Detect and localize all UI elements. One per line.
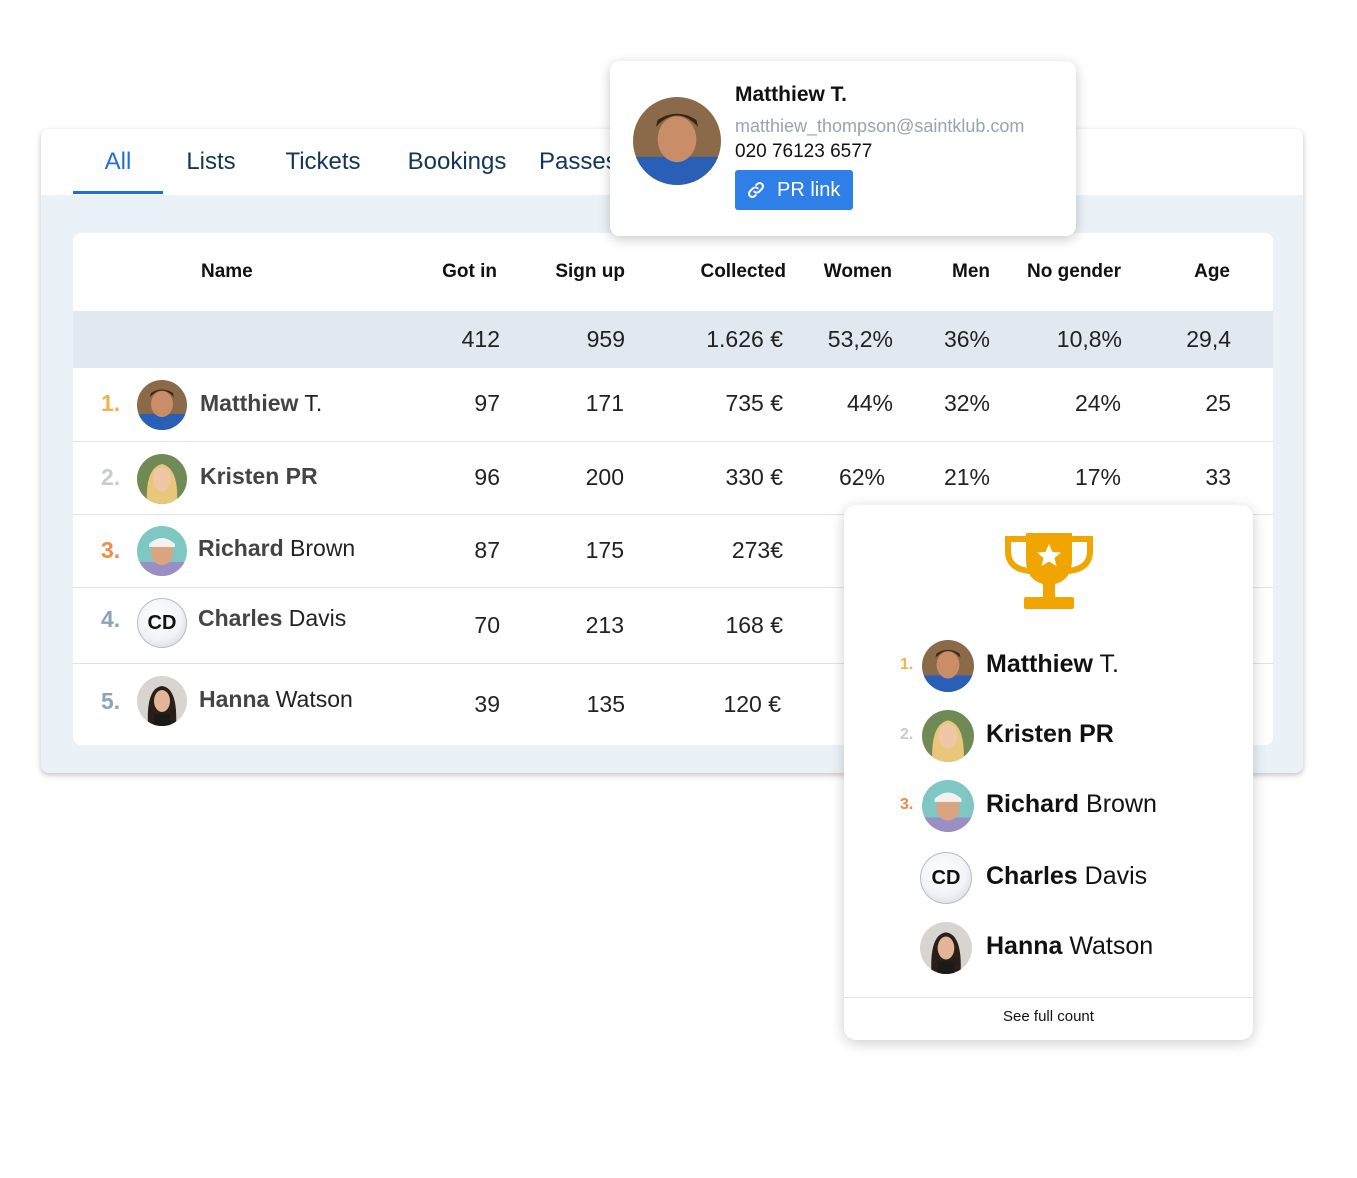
cell-age: 25	[1205, 390, 1231, 416]
tab-tickets[interactable]: Tickets	[285, 148, 361, 175]
cell-age: 33	[1205, 464, 1231, 490]
total-men: 36%	[943, 326, 990, 352]
cell-sign-up: 171	[585, 390, 624, 416]
cell-collected: 168 €	[725, 612, 783, 638]
tab-passes[interactable]: Passes	[539, 148, 618, 175]
profile-phone[interactable]: 020 76123 6577	[735, 141, 873, 162]
active-tab-indicator	[73, 191, 163, 194]
cell-women: 62%	[838, 464, 885, 490]
totals-row: 412 959 1.626 € 53,2% 36% 10,8% 29,4	[73, 311, 1273, 368]
cell-sign-up: 175	[585, 537, 624, 563]
person-name[interactable]: Kristen PR	[200, 463, 318, 489]
avatar	[922, 780, 974, 832]
see-full-count-link[interactable]: See full count	[1003, 1008, 1094, 1025]
cell-no-gender: 24%	[1074, 390, 1121, 416]
stats-panel: All Lists Tickets Bookings Passes Name G…	[41, 129, 1303, 773]
cell-got-in: 97	[474, 390, 500, 416]
total-women: 53,2%	[827, 326, 893, 352]
rank: 2.	[900, 726, 914, 743]
total-collected: 1.626 €	[706, 326, 783, 352]
cell-sign-up: 135	[586, 691, 625, 717]
person-name[interactable]: Hanna Watson	[199, 686, 353, 712]
total-sign-up: 959	[586, 326, 625, 352]
tab-all[interactable]: All	[104, 148, 132, 175]
header-men[interactable]: Men	[952, 261, 990, 282]
leaderboard-item[interactable]: 2. Kristen PR	[844, 710, 1253, 764]
link-icon	[748, 182, 764, 198]
cell-collected: 330 €	[725, 464, 783, 490]
cell-got-in: 87	[474, 537, 500, 563]
leaderboard-item[interactable]: CD Charles Davis	[844, 852, 1253, 906]
table-row[interactable]: 5. Hanna Watson 39 135 120 €	[73, 664, 1273, 745]
tab-lists[interactable]: Lists	[186, 148, 236, 175]
avatar	[137, 380, 187, 430]
rank: 2.	[101, 464, 121, 490]
rank: 3.	[900, 796, 914, 813]
header-no-gender[interactable]: No gender	[1027, 261, 1121, 282]
leaderboard-item[interactable]: 3. Richard Brown	[844, 780, 1253, 834]
divider	[844, 997, 1253, 998]
initials-avatar: CD	[920, 852, 972, 904]
rank: 5.	[101, 688, 121, 714]
avatar	[922, 640, 974, 692]
header-got-in[interactable]: Got in	[442, 261, 497, 282]
profile-avatar	[633, 97, 721, 185]
leaderboard-item[interactable]: 1. Matthiew T.	[844, 640, 1253, 694]
avatar	[920, 922, 972, 974]
person-name: Hanna Watson	[986, 932, 1154, 960]
pr-link-label: PR link	[777, 179, 841, 201]
person-name[interactable]: Charles Davis	[198, 605, 347, 631]
profile-email[interactable]: matthiew_thompson@saintklub.com	[735, 116, 1025, 136]
rank: 3.	[101, 537, 121, 563]
cell-got-in: 70	[474, 612, 500, 638]
header-sign-up[interactable]: Sign up	[555, 261, 625, 282]
profile-name: Matthiew T.	[735, 83, 848, 106]
person-name: Matthiew T.	[986, 650, 1119, 678]
cell-collected: 273€	[731, 537, 783, 563]
avatar	[137, 676, 187, 726]
leaderboard-item[interactable]: Hanna Watson	[844, 922, 1253, 976]
cell-men: 21%	[943, 464, 990, 490]
header-collected[interactable]: Collected	[700, 261, 786, 282]
cell-men: 32%	[943, 390, 990, 416]
person-name[interactable]: Matthiew T.	[200, 390, 323, 416]
cell-sign-up: 200	[585, 464, 624, 490]
cell-women: 44%	[846, 390, 893, 416]
total-no-gender: 10,8%	[1056, 326, 1122, 352]
avatar	[137, 454, 187, 504]
header-name[interactable]: Name	[201, 261, 253, 282]
table-row[interactable]: 1. Matthiew T. 97 171 735 € 44% 32% 24% …	[73, 368, 1273, 442]
total-age: 29,4	[1186, 326, 1231, 352]
initials-avatar: CD	[137, 598, 187, 648]
table-row[interactable]: 3. Richard Brown 87 175 273€	[73, 515, 1273, 588]
table-row[interactable]: 2. Kristen PR 96 200 330 € 62% 21% 17% 3…	[73, 442, 1273, 515]
tab-bookings[interactable]: Bookings	[407, 148, 507, 175]
rank: 1.	[101, 390, 121, 416]
table-row[interactable]: 4. CD Charles Davis 70 213 168 €	[73, 588, 1273, 664]
profile-popover: Matthiew T. matthiew_thompson@saintklub.…	[610, 61, 1076, 236]
avatar	[922, 710, 974, 762]
person-name: Kristen PR	[986, 720, 1114, 748]
cell-sign-up: 213	[585, 612, 624, 638]
leaderboard-popup: 1. Matthiew T. 2. Kristen PR 3. Richard …	[844, 505, 1253, 1040]
person-name: Richard Brown	[986, 790, 1157, 818]
cell-got-in: 39	[474, 691, 500, 717]
avatar	[137, 526, 187, 576]
person-name[interactable]: Richard Brown	[198, 535, 356, 561]
rank: 1.	[900, 656, 914, 673]
header-women[interactable]: Women	[823, 261, 892, 282]
person-name: Charles Davis	[986, 862, 1148, 890]
cell-collected: 735 €	[725, 390, 783, 416]
cell-no-gender: 17%	[1074, 464, 1121, 490]
pr-link-button[interactable]: PR link	[735, 170, 853, 210]
total-got-in: 412	[461, 326, 500, 352]
cell-got-in: 96	[474, 464, 500, 490]
trophy-icon	[1005, 533, 1093, 609]
header-age[interactable]: Age	[1194, 261, 1230, 282]
rank: 4.	[101, 606, 121, 632]
cell-collected: 120 €	[723, 691, 781, 717]
